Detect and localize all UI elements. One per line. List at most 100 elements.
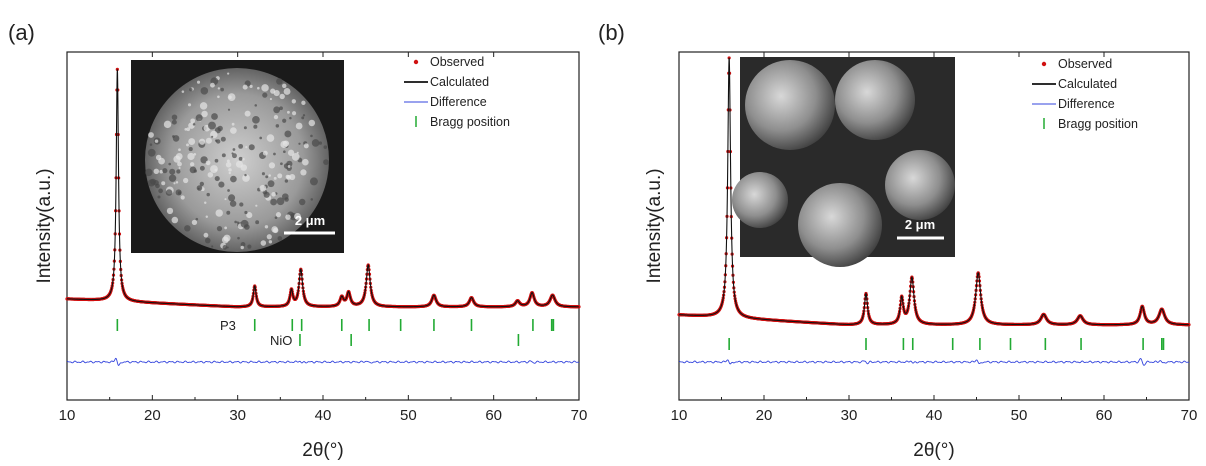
sem-grain	[169, 168, 176, 175]
sem-grain	[161, 181, 166, 186]
sem-grain	[221, 236, 229, 244]
sem-grain	[268, 162, 276, 169]
sem-grain	[199, 102, 208, 110]
sem-grain	[226, 246, 229, 249]
sem-grain	[177, 161, 182, 167]
sem-grain	[240, 245, 244, 250]
legend-label: Observed	[430, 55, 484, 69]
sem-grain	[171, 216, 179, 224]
sem-grain	[196, 185, 203, 191]
sem-grain	[294, 212, 301, 220]
sem-grain	[284, 130, 292, 138]
sem-grain	[205, 215, 209, 218]
sem-grain	[191, 219, 198, 226]
sem-grain	[184, 128, 187, 131]
panel-b-sem-particle-3	[798, 183, 882, 267]
sem-grain	[204, 201, 207, 204]
sem-grain	[199, 181, 205, 187]
sem-grain	[154, 139, 159, 143]
sem-grain	[276, 78, 283, 85]
sem-grain	[249, 84, 253, 89]
sem-grain	[268, 174, 271, 177]
panel-a-sem-texture	[145, 72, 329, 250]
sem-grain	[282, 140, 290, 147]
bragg-phase-label: NiO	[270, 333, 292, 348]
sem-grain	[180, 195, 185, 200]
sem-grain	[206, 192, 210, 197]
sem-grain	[266, 134, 275, 142]
sem-grain	[215, 209, 223, 217]
sem-grain	[279, 93, 285, 100]
sem-grain	[240, 164, 248, 171]
sem-grain	[268, 240, 273, 244]
panel-a-sem-inset: 2 μm	[131, 60, 344, 253]
sem-grain	[171, 119, 177, 125]
legend-label: Observed	[1058, 57, 1112, 71]
x-tick-label: 20	[756, 407, 773, 424]
sem-grain	[263, 191, 270, 198]
sem-grain	[189, 88, 193, 92]
sem-grain	[244, 110, 251, 117]
sem-grain	[289, 116, 292, 120]
sem-grain	[168, 174, 177, 182]
sem-grain	[225, 161, 232, 168]
panel-b-sem-particle-1	[745, 60, 835, 150]
sem-grain	[226, 210, 231, 215]
sem-grain	[286, 160, 293, 167]
sem-grain	[284, 179, 289, 183]
sem-grain	[163, 120, 172, 129]
legend-label: Bragg position	[430, 115, 510, 129]
observed-point	[1187, 323, 1191, 327]
sem-grain	[273, 176, 277, 180]
x-tick-label: 40	[315, 407, 332, 424]
sem-grain	[221, 153, 226, 158]
x-tick-label: 40	[926, 407, 943, 424]
observed-point	[577, 305, 581, 309]
sem-grain	[227, 93, 236, 101]
sem-grain	[205, 160, 211, 166]
sem-grain	[303, 143, 309, 149]
sem-grain	[230, 175, 237, 183]
sem-grain	[172, 135, 180, 142]
sem-grain	[177, 191, 182, 195]
sem-grain	[242, 174, 250, 182]
observed-series	[677, 56, 1191, 327]
sem-grain	[291, 99, 296, 104]
panel-b-sem-particle-2	[835, 60, 915, 140]
sem-grain	[171, 114, 178, 121]
panel-b-xlabel: 2θ(°)	[913, 440, 954, 461]
sem-grain	[282, 193, 289, 200]
sem-grain	[178, 148, 181, 152]
sem-grain	[236, 221, 240, 224]
sem-grain	[247, 244, 252, 249]
sem-grain	[189, 162, 195, 167]
sem-grain	[273, 114, 279, 120]
sem-grain	[298, 142, 301, 145]
sem-grain	[269, 97, 273, 101]
sem-grain	[282, 118, 287, 123]
sem-grain	[246, 212, 253, 219]
sem-grain	[232, 148, 236, 151]
sem-grain	[145, 168, 153, 177]
x-tick-label: 50	[1011, 407, 1028, 424]
sem-grain	[243, 126, 247, 130]
sem-grain	[234, 220, 237, 224]
sem-grain	[291, 153, 300, 161]
sem-grain	[155, 154, 162, 161]
sem-grain	[232, 153, 237, 159]
legend-swatch-observed	[413, 59, 419, 65]
sem-grain	[229, 200, 237, 207]
sem-grain	[257, 86, 260, 90]
sem-grain	[253, 124, 258, 129]
legend-label: Bragg position	[1058, 117, 1138, 131]
x-tick-label: 30	[229, 407, 246, 424]
sem-grain	[287, 149, 295, 156]
sem-grain	[287, 165, 291, 168]
sem-grain	[277, 173, 283, 179]
sem-grain	[231, 122, 235, 126]
sem-grain	[204, 237, 211, 244]
sem-grain	[244, 173, 247, 177]
difference-line	[66, 357, 580, 366]
sem-grain	[310, 134, 313, 138]
sem-grain	[283, 88, 291, 95]
